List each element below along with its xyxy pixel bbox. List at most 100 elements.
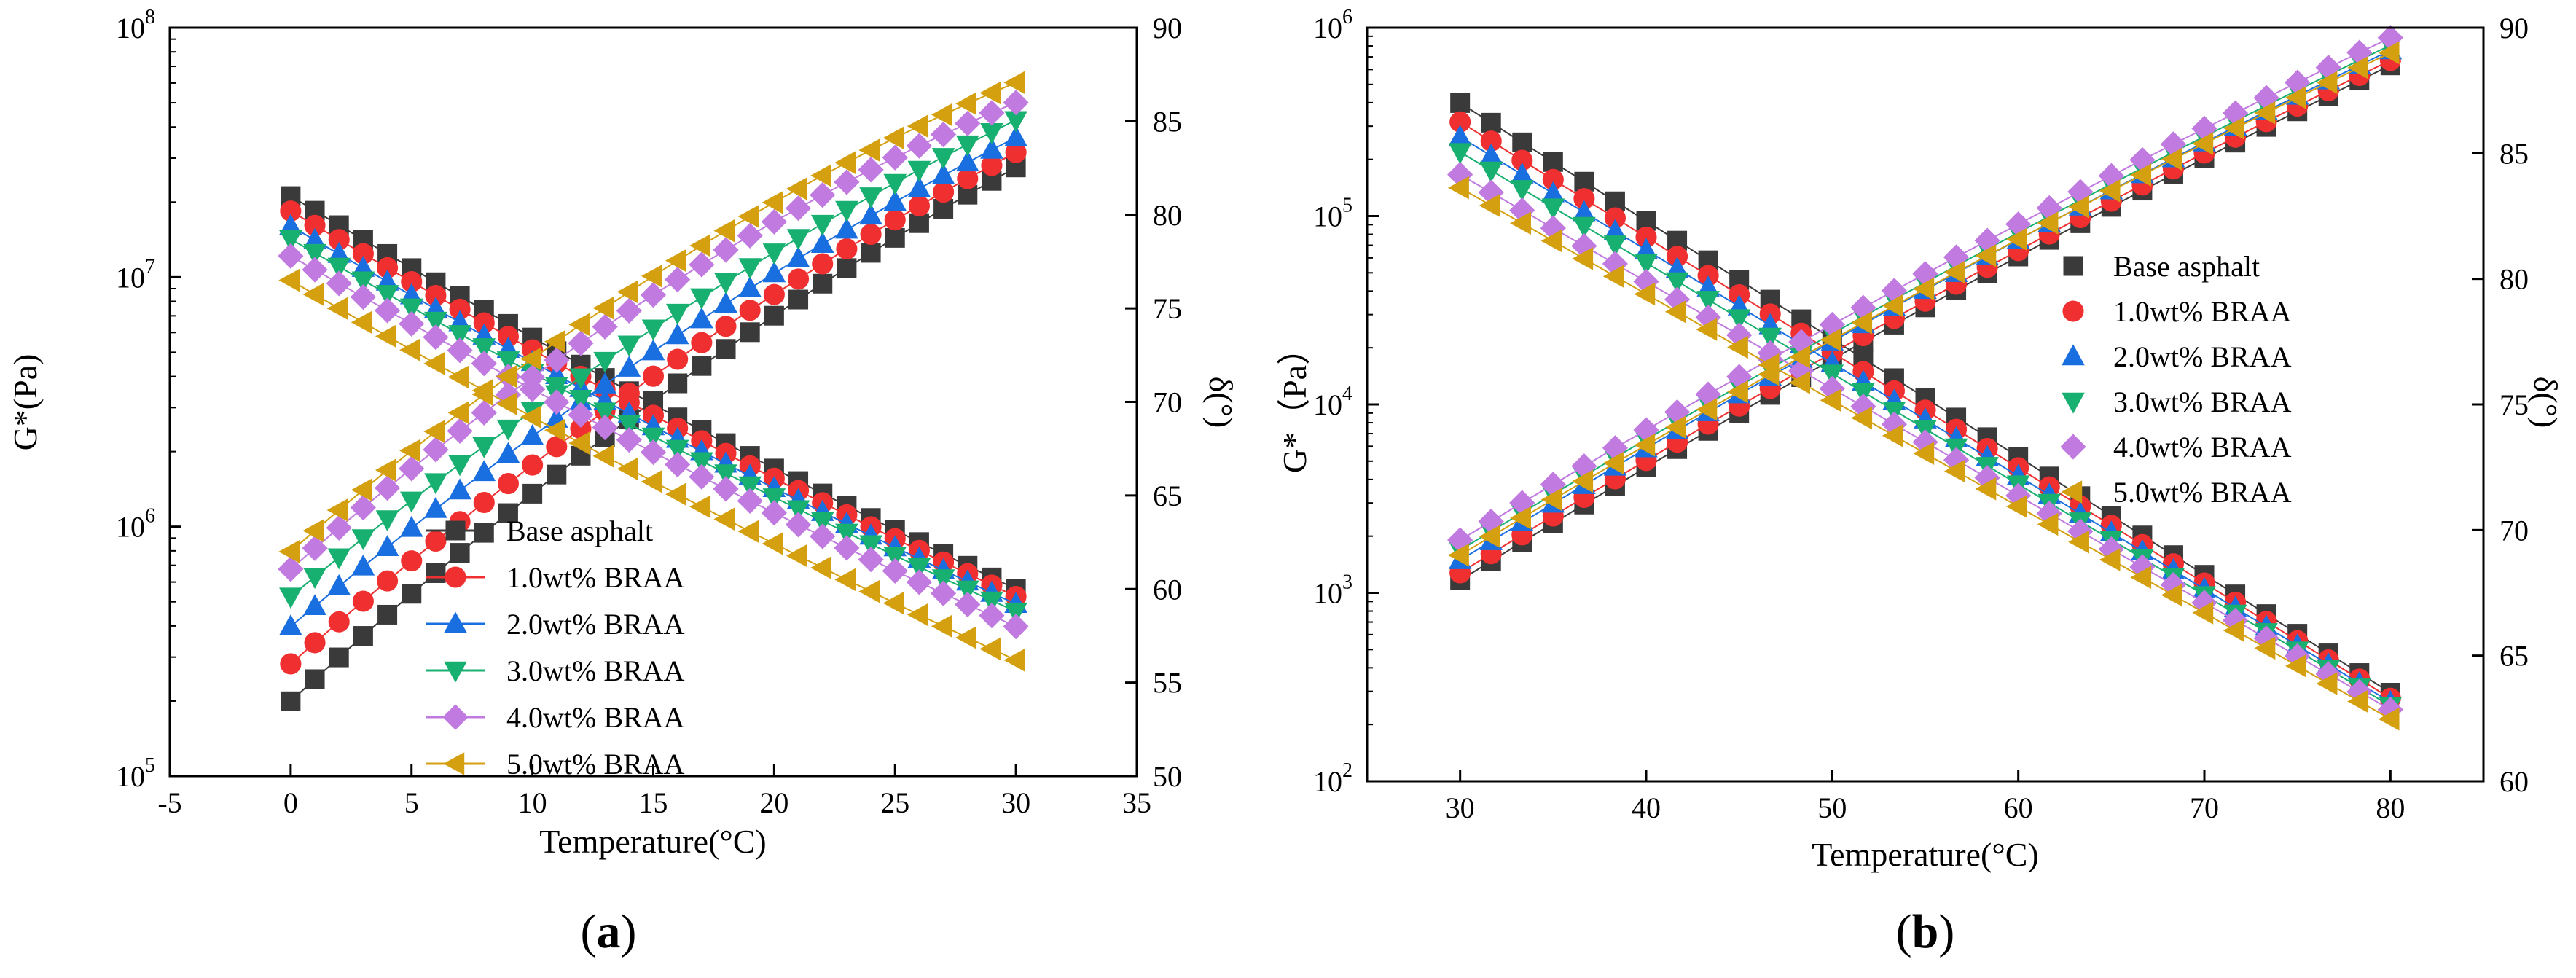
legend-marker	[445, 520, 466, 541]
data-point-g	[909, 213, 929, 233]
data-point-g	[858, 138, 880, 162]
data-point-g	[375, 535, 399, 556]
data-point-delta	[835, 523, 858, 545]
data-point-delta	[2037, 211, 2059, 235]
data-point-delta	[303, 243, 326, 265]
data-point-g	[2285, 654, 2306, 678]
data-point-g	[520, 424, 544, 445]
data-point-g	[933, 181, 955, 203]
data-point-g	[882, 126, 904, 150]
y2-tick-label: 75	[2499, 388, 2529, 421]
data-point-delta	[641, 470, 662, 493]
data-point-g	[788, 289, 809, 310]
data-point-delta	[931, 614, 952, 638]
panel-b-caption: (b)	[1896, 905, 1955, 958]
legend-label: 2.0wt% BRAA	[2113, 340, 2292, 373]
data-point-g	[520, 347, 541, 371]
data-point-g	[472, 460, 496, 482]
data-point-g	[547, 464, 567, 485]
data-point-g	[472, 437, 496, 458]
panel-a-y-axis-label: G*(Pa)	[7, 354, 44, 451]
legend-label: 4.0wt% BRAA	[2113, 431, 2292, 463]
data-point-g	[1004, 125, 1027, 146]
data-point-g	[426, 563, 446, 583]
data-point-g	[329, 647, 349, 668]
data-point-g	[715, 316, 737, 337]
data-point-delta	[665, 451, 691, 478]
data-point-delta	[810, 523, 836, 549]
legend-marker	[2063, 256, 2083, 276]
data-point-delta	[930, 580, 957, 606]
data-point-g	[788, 268, 810, 290]
data-point-g	[907, 176, 931, 197]
data-point-delta	[1004, 602, 1027, 624]
data-point-delta	[810, 556, 831, 579]
data-point-g	[1634, 282, 1656, 306]
legend-marker	[444, 611, 467, 633]
data-point-g	[1664, 300, 1686, 324]
data-point-g	[569, 368, 592, 390]
data-point-delta	[1789, 345, 1810, 369]
data-point-g	[835, 217, 858, 239]
data-point-delta	[2316, 71, 2338, 95]
data-point-delta	[2254, 101, 2276, 125]
data-point-delta	[1882, 294, 1903, 318]
data-point-g	[810, 181, 836, 208]
data-point-delta	[810, 512, 834, 533]
data-point-delta	[1975, 244, 1997, 267]
panel-b-y-axis-left: 102 103 104 105 106	[1313, 6, 1379, 798]
panel-b-y-axis-label: G*（Pa）	[1276, 332, 1313, 473]
data-point-delta	[2192, 132, 2214, 155]
y-tick-label: 106	[1313, 6, 1352, 44]
legend-label: 1.0wt% BRAA	[2113, 295, 2292, 328]
data-point-delta	[955, 626, 976, 649]
data-point-delta	[279, 230, 302, 251]
data-point-g	[665, 267, 691, 293]
legend-label: Base asphalt	[2113, 250, 2260, 283]
y-tick-label: 105	[1313, 195, 1352, 233]
data-point-g	[907, 114, 928, 138]
data-point-delta	[1820, 328, 1841, 352]
data-point-delta	[979, 603, 1005, 629]
data-point-g	[303, 594, 326, 616]
data-point-g	[1572, 247, 1594, 270]
x-tick-label: -5	[157, 786, 181, 819]
data-point-g	[423, 437, 449, 463]
y2-tick-label: 85	[1153, 105, 1182, 138]
data-point-g	[327, 548, 351, 570]
data-point-g	[713, 219, 735, 243]
data-point-g	[474, 523, 494, 543]
data-point-delta	[2347, 55, 2368, 79]
data-point-g	[836, 238, 858, 260]
data-point-g	[1913, 442, 1935, 466]
panel-b-marks	[1447, 25, 2403, 731]
data-point-g	[641, 319, 665, 341]
data-point-delta	[302, 283, 324, 306]
data-point-g	[328, 611, 350, 633]
data-point-delta	[399, 310, 425, 337]
panel-b-x-axis-label: Temperature(°C)	[1812, 836, 2038, 873]
data-point-delta	[786, 544, 807, 568]
data-point-g	[763, 283, 785, 305]
data-point-delta	[617, 415, 641, 437]
y2-tick-label: 60	[1153, 573, 1182, 606]
data-point-g	[860, 223, 882, 245]
data-point-g	[399, 439, 420, 463]
data-point-g	[350, 495, 377, 521]
data-point-g	[2254, 636, 2276, 660]
data-point-g	[737, 205, 759, 228]
data-point-g	[377, 570, 399, 592]
data-point-g	[692, 356, 712, 376]
y2-tick-label: 80	[1153, 199, 1182, 232]
data-point-delta	[2130, 163, 2152, 187]
panel-a-x-axis: -5 0 5 10 15 20 25 30 35	[157, 764, 1151, 819]
data-point-g	[642, 365, 665, 387]
legend-label: 3.0wt% BRAA	[506, 654, 685, 687]
data-point-delta	[883, 547, 907, 568]
data-point-g	[955, 150, 979, 172]
data-point-delta	[399, 338, 420, 361]
data-point-g	[931, 163, 955, 184]
data-point-delta	[399, 298, 423, 320]
data-point-delta	[278, 243, 304, 269]
data-point-g	[859, 203, 882, 225]
